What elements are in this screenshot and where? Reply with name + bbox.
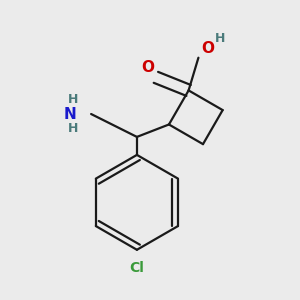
Text: H: H	[214, 32, 225, 45]
Text: O: O	[202, 41, 215, 56]
Text: N: N	[64, 106, 76, 122]
Text: H: H	[68, 93, 78, 106]
Text: O: O	[141, 60, 154, 75]
Text: Cl: Cl	[130, 261, 144, 275]
Text: H: H	[68, 122, 78, 135]
